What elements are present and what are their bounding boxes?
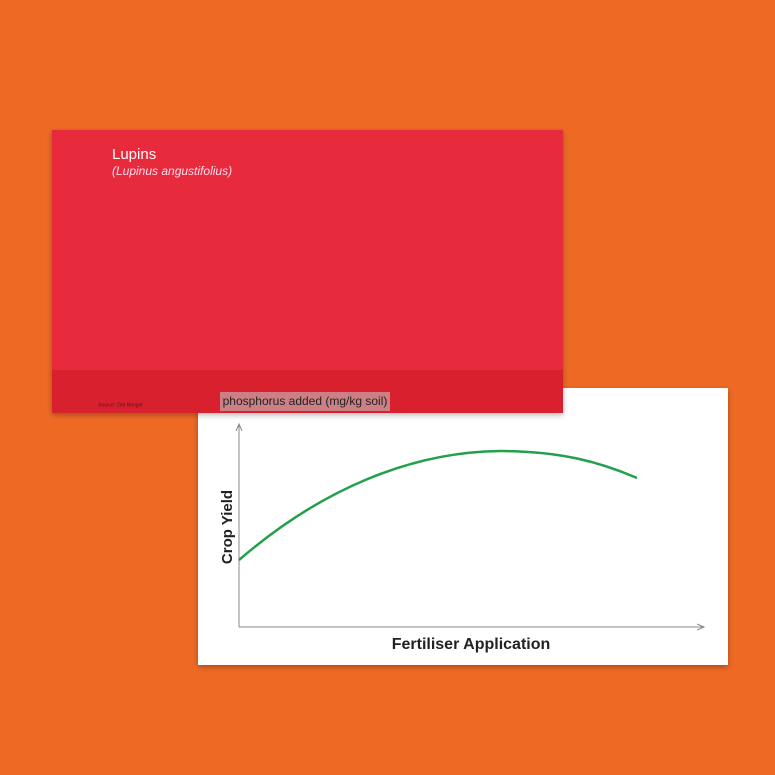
x-axis-label: Fertiliser Application: [392, 636, 551, 653]
photo-background: [52, 130, 563, 413]
chart-panel: Crop Yield Fertiliser Application: [198, 388, 728, 665]
y-axis-label: Crop Yield: [219, 490, 236, 564]
chart-background: [198, 388, 728, 665]
photo-panel: Lupins (Lupinus angustifolius) Source: Z…: [52, 130, 563, 413]
yield-curve: [238, 449, 638, 561]
photo-source: Source: Zed Rengel: [98, 402, 142, 408]
photo-title: Lupins: [112, 146, 156, 163]
photo-subtitle: (Lupinus angustifolius): [112, 164, 232, 178]
photo-caption: phosphorus added (mg/kg soil): [223, 394, 388, 408]
caption-box: [220, 392, 390, 411]
